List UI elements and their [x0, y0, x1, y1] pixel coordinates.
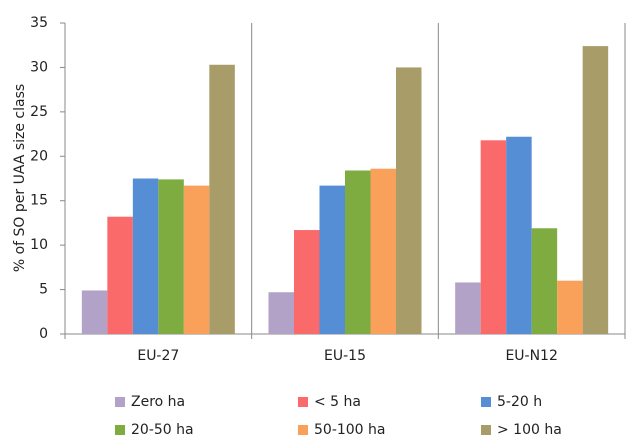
bar	[370, 168, 396, 334]
x-tick-label: EU-N12	[505, 348, 557, 364]
bar	[132, 178, 159, 334]
bar	[396, 67, 422, 334]
bar	[319, 185, 345, 334]
bar	[455, 282, 481, 334]
y-tick-label: 10	[30, 237, 48, 253]
bar	[531, 228, 558, 334]
legend-swatch	[298, 397, 308, 407]
bar	[107, 216, 133, 334]
legend-label: > 100 ha	[497, 422, 562, 436]
bar	[268, 292, 294, 334]
y-axis-label: % of SO per UAA size class	[12, 84, 28, 272]
y-tick-label: 25	[30, 104, 48, 120]
bar	[183, 185, 210, 334]
legend-swatch	[481, 425, 491, 435]
bar	[81, 290, 108, 334]
x-tick-label: EU-27	[137, 348, 179, 364]
x-tick-label: EU-15	[324, 348, 366, 364]
legend-swatch	[115, 425, 125, 435]
bar	[506, 136, 532, 334]
y-tick-label: 35	[30, 15, 48, 31]
legend-swatch	[115, 397, 125, 407]
bar	[209, 64, 235, 335]
bar	[557, 280, 583, 334]
bar	[582, 46, 609, 335]
y-tick-label: 30	[30, 59, 48, 75]
y-tick-label: 15	[30, 193, 48, 209]
legend-label: 50-100 ha	[314, 422, 386, 436]
bar	[345, 170, 371, 334]
legend-label: Zero ha	[131, 394, 185, 410]
y-tick-label: 0	[39, 326, 48, 342]
legend-swatch	[481, 397, 491, 407]
bar	[294, 230, 320, 334]
legend-label: 5-20 h	[497, 394, 542, 410]
y-tick-label: 20	[30, 148, 48, 164]
bar	[158, 179, 184, 334]
legend-label: 20-50 ha	[131, 422, 194, 436]
legend-label: < 5 ha	[314, 394, 361, 410]
bar	[480, 140, 507, 334]
y-tick-label: 5	[39, 282, 48, 298]
legend-swatch	[298, 425, 308, 435]
